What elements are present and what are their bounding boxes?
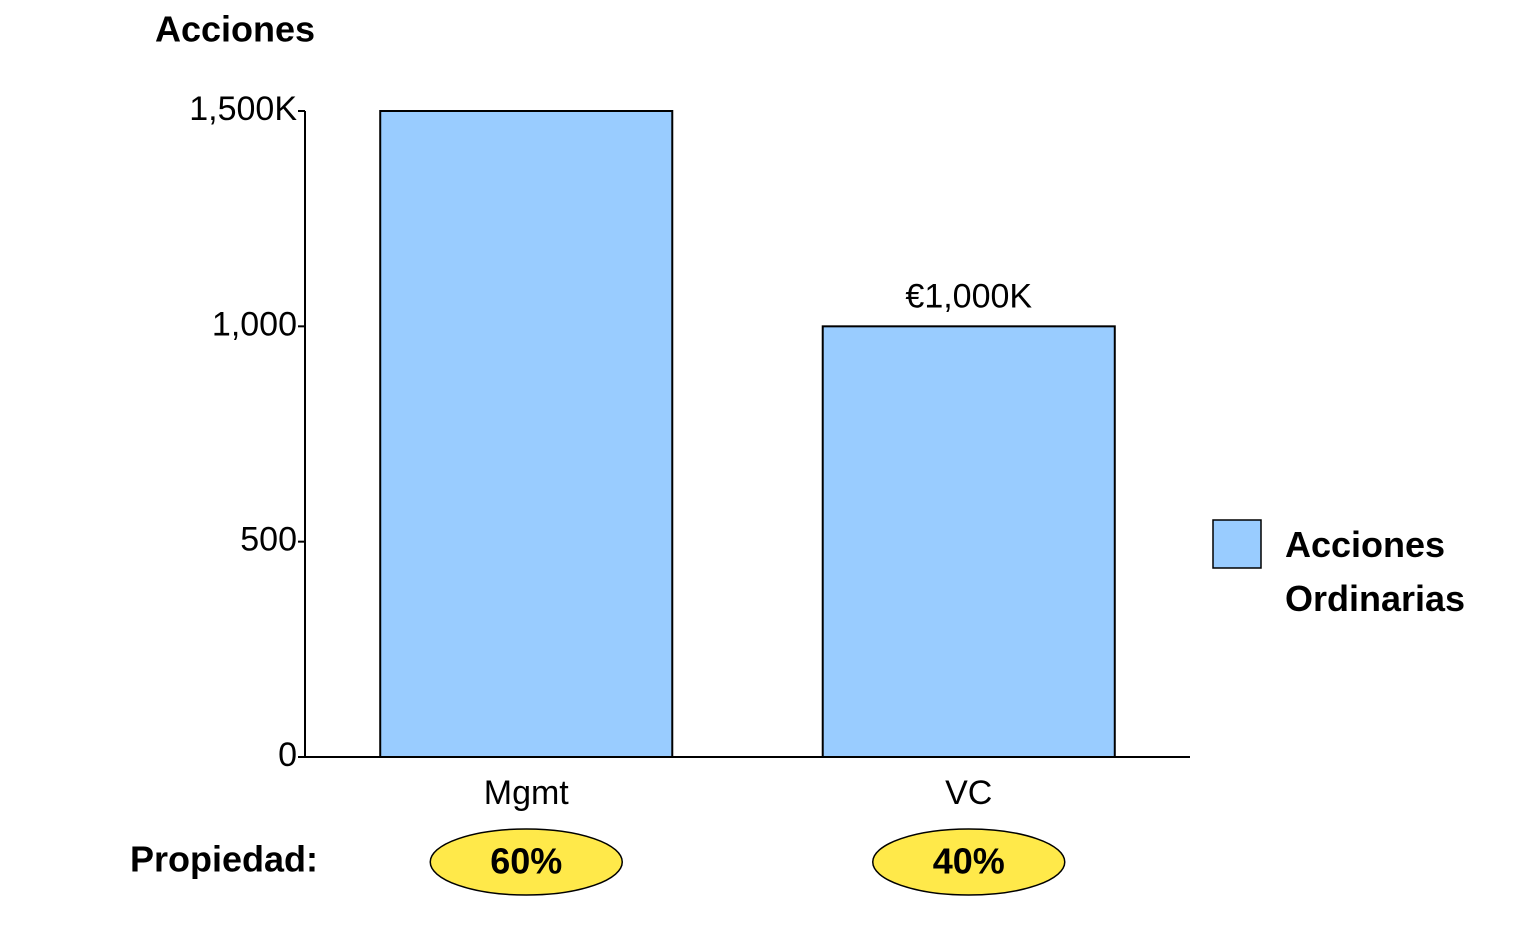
y-tick-label: 1,000	[212, 305, 297, 343]
y-tick-label: 1,500K	[189, 90, 297, 128]
ownership-title: Propiedad:	[130, 839, 318, 880]
legend-swatch	[1212, 519, 1262, 569]
y-tick-label: 500	[240, 521, 297, 559]
y-tick-label: 0	[278, 736, 297, 774]
x-tick-label: Mgmt	[484, 774, 570, 812]
chart-title: Acciones	[155, 9, 315, 50]
value-label: €1,000K	[905, 277, 1032, 315]
ownership-badge	[429, 828, 623, 896]
ownership-label: 40%	[933, 841, 1005, 882]
legend-label: Acciones Ordinarias	[1285, 524, 1466, 619]
bar	[379, 110, 674, 758]
x-tick-label: VC	[945, 774, 992, 812]
ownership-label: 60%	[490, 841, 562, 882]
ownership-badge	[872, 828, 1066, 896]
bar	[821, 325, 1116, 758]
